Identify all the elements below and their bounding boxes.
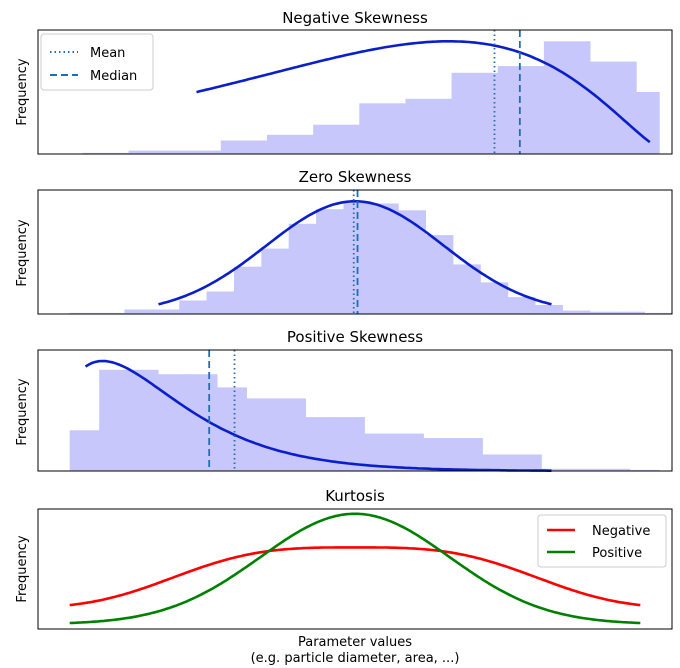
- histogram-bar: [69, 312, 98, 314]
- histogram-bar: [567, 41, 591, 154]
- histogram-bar: [629, 469, 660, 471]
- histogram-bar: [370, 203, 399, 314]
- legend-label-median: Median: [90, 69, 137, 84]
- y-axis-label: Frequency: [15, 378, 30, 445]
- histogram-bar: [507, 297, 536, 314]
- histogram-bar: [428, 98, 452, 154]
- panel-zero-skewness: Zero Skewness Frequency: [15, 168, 673, 315]
- histogram-bar: [290, 134, 314, 154]
- histogram-bar: [562, 310, 591, 314]
- histogram-bar: [590, 61, 614, 154]
- histogram-bar: [151, 309, 180, 314]
- positive-kurtosis-line: [69, 512, 641, 625]
- histogram-bar: [82, 152, 106, 154]
- legend-label-positive: Positive: [592, 546, 642, 561]
- histogram-bar: [644, 312, 673, 314]
- histogram-bar: [589, 311, 618, 314]
- density-curve: [84, 359, 552, 472]
- histogram-bar: [276, 398, 306, 471]
- histogram-bar: [99, 369, 130, 471]
- histogram-bar: [267, 134, 291, 154]
- histogram-bar: [520, 66, 545, 154]
- histogram-bar: [220, 140, 245, 154]
- histogram-bar: [336, 124, 360, 154]
- histogram-bar: [179, 300, 207, 314]
- legend-label-mean: Mean: [90, 46, 125, 61]
- plot-frame: [37, 349, 673, 472]
- panel-kurtosis: Kurtosis Frequency Negative Positive: [15, 487, 673, 630]
- density-curve: [196, 40, 651, 144]
- x-axis-label-sub: (e.g. particle diameter, area, ...): [251, 651, 460, 666]
- histogram-bar: [206, 291, 235, 314]
- histogram-bar: [316, 209, 344, 314]
- histogram-bar: [158, 374, 188, 471]
- histogram-bar: [246, 398, 277, 471]
- histogram-bar: [474, 72, 499, 154]
- histogram-bar: [511, 454, 542, 471]
- legend-box: [537, 514, 667, 568]
- histogram-bar: [425, 235, 454, 314]
- legend: Mean Median: [40, 33, 154, 91]
- histogram-bar: [187, 374, 218, 471]
- histogram-bar: [497, 66, 522, 154]
- histogram-bar: [451, 72, 476, 154]
- histogram-bar: [636, 92, 660, 154]
- histogram-bar: [197, 150, 222, 154]
- plot-area: [82, 30, 660, 154]
- histogram-bar: [105, 152, 129, 154]
- x-axis-label: Parameter values: [298, 635, 412, 650]
- histogram-bar: [394, 433, 424, 471]
- panel-negative-skewness: Negative Skewness Frequency Mean Median: [15, 9, 673, 155]
- histogram-bar: [288, 223, 317, 314]
- histogram-bar: [151, 150, 176, 154]
- histogram-bar: [234, 266, 262, 314]
- legend: Negative Positive: [537, 514, 667, 568]
- negative-kurtosis-line: [69, 546, 641, 607]
- y-axis-label: Frequency: [15, 58, 30, 125]
- plot-area: [69, 190, 673, 314]
- plot-frame: [37, 508, 673, 630]
- histogram-bar: [398, 210, 426, 314]
- plot-area: [69, 512, 641, 625]
- histogram-bar: [69, 430, 100, 471]
- histogram-bar: [453, 438, 483, 471]
- y-axis-label: Frequency: [15, 219, 30, 286]
- y-axis-label: Frequency: [15, 535, 30, 602]
- histogram-bar: [124, 309, 153, 314]
- legend-box: [40, 33, 154, 91]
- histogram-bar: [541, 468, 572, 471]
- chart-title: Positive Skewness: [287, 328, 423, 346]
- histogram-bar: [174, 150, 199, 154]
- histogram-bar: [243, 140, 268, 154]
- histogram-bar: [261, 248, 290, 314]
- legend-label-negative: Negative: [592, 524, 650, 539]
- histogram-bar: [359, 103, 383, 154]
- chart-title: Zero Skewness: [299, 168, 412, 186]
- panel-positive-skewness: Positive Skewness Frequency: [15, 328, 673, 472]
- histogram-bar: [543, 41, 568, 154]
- histogram-bar: [128, 150, 152, 154]
- plot-frame: [37, 29, 673, 155]
- histogram-bar: [570, 468, 601, 471]
- histogram-bar: [382, 103, 406, 154]
- histogram-bar: [482, 454, 513, 471]
- histogram-bar: [453, 264, 481, 314]
- density-curve: [158, 200, 552, 306]
- histogram-bar: [313, 124, 337, 154]
- chart-title: Negative Skewness: [282, 9, 428, 27]
- chart-title: Kurtosis: [325, 487, 385, 505]
- histogram-bar: [600, 468, 631, 471]
- histogram-bar: [405, 98, 429, 154]
- histogram-bar: [305, 417, 336, 471]
- histogram-bar: [617, 311, 645, 314]
- plot-frame: [37, 189, 673, 315]
- histogram-bar: [613, 61, 637, 154]
- plot-area: [69, 350, 660, 472]
- histogram-bar: [97, 312, 125, 314]
- histogram-bar: [423, 438, 454, 471]
- histogram-bar: [535, 305, 563, 314]
